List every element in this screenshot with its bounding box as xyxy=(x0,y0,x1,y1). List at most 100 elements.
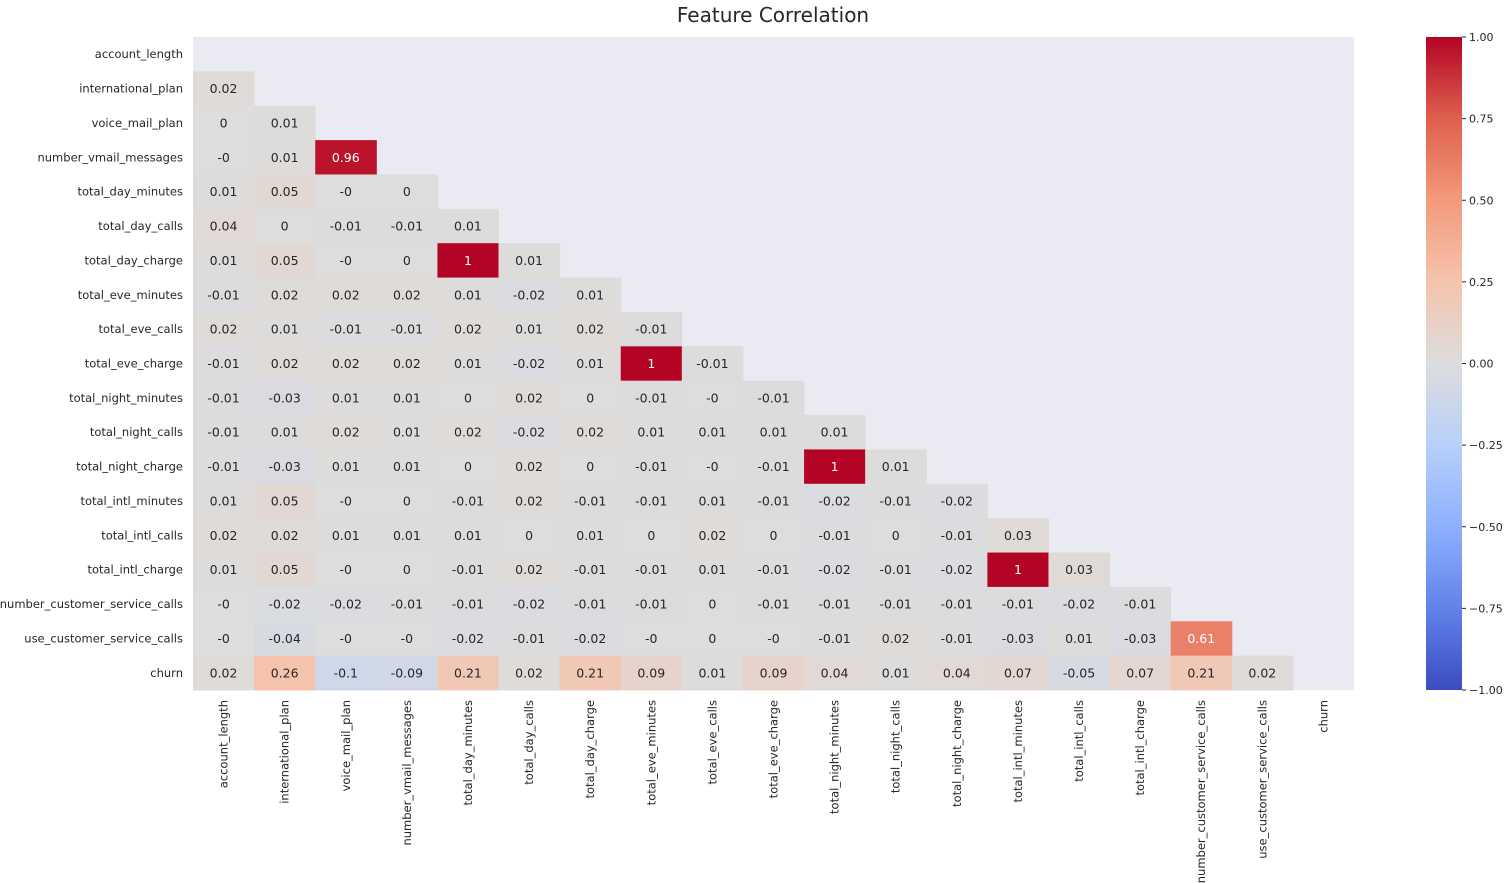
cell-value-label: 0 xyxy=(708,597,716,612)
cell-value-label: -0 xyxy=(340,631,353,646)
cell-value-label: -0 xyxy=(706,459,719,474)
heatmap-cell xyxy=(681,586,744,622)
cell-value-label: 0.02 xyxy=(454,425,482,440)
cell-value-label: 0.21 xyxy=(454,665,482,680)
cell-value-label: -0.01 xyxy=(330,322,362,337)
heatmap-cell xyxy=(254,277,316,313)
cell-value-label: -0.01 xyxy=(635,493,667,508)
heatmap-cell xyxy=(1109,586,1172,622)
heatmap-cell xyxy=(1109,655,1172,691)
cell-value-label: -0 xyxy=(217,150,230,165)
cell-value-label: -0.01 xyxy=(513,631,545,646)
chart-title: Feature Correlation xyxy=(677,3,869,27)
heatmap-cell xyxy=(315,277,377,313)
cell-value-label: 0.26 xyxy=(271,665,299,680)
heatmap-cell xyxy=(376,518,438,554)
heatmap-cell xyxy=(315,552,377,588)
heatmap-cell xyxy=(681,346,744,382)
heatmap-cell xyxy=(376,380,438,416)
cell-value-label: 0.21 xyxy=(1187,665,1215,680)
y-tick-total-intl-calls: total_intl_calls xyxy=(101,528,183,542)
cell-value-label: -0.01 xyxy=(635,597,667,612)
colorbar xyxy=(1426,37,1462,690)
cell-value-label: -0.01 xyxy=(880,562,912,577)
cell-value-label: 0.01 xyxy=(515,253,543,268)
colorbar-tick-label: −0.50 xyxy=(1469,521,1503,534)
heatmap-cell xyxy=(559,655,622,691)
cell-value-label: 0.01 xyxy=(332,390,360,405)
cell-value-label: -0.01 xyxy=(574,597,606,612)
cell-value-label: 0.01 xyxy=(515,322,543,337)
cell-value-label: 0.21 xyxy=(576,665,604,680)
cell-value-label: 0 xyxy=(892,528,900,543)
heatmap-cell xyxy=(865,655,927,691)
x-tick-total-day-charge: total_day_charge xyxy=(583,700,597,799)
cell-value-label: -0.02 xyxy=(513,425,545,440)
heatmap-cell xyxy=(254,483,316,519)
cell-value-label: 0.07 xyxy=(1004,665,1032,680)
cell-value-label: 0.05 xyxy=(271,493,299,508)
heatmap-cell xyxy=(193,311,255,347)
y-tick-total-night-charge: total_night_charge xyxy=(76,460,183,474)
y-tick-voice-mail-plan: voice_mail_plan xyxy=(92,116,183,130)
colorbar-tick-label: −0.75 xyxy=(1469,602,1503,615)
heatmap-cell xyxy=(437,415,500,450)
cell-value-label: 1 xyxy=(464,253,472,268)
heatmap-cell xyxy=(987,552,1049,588)
heatmap-cell xyxy=(437,243,500,279)
heatmap-cell xyxy=(926,621,988,657)
cell-value-label: 0.02 xyxy=(210,81,238,96)
cell-value-label: 0.01 xyxy=(393,425,421,440)
heatmap-cell xyxy=(498,311,561,347)
heatmap-cell xyxy=(987,586,1049,622)
cell-value-label: 0.03 xyxy=(1004,528,1032,543)
heatmap-cell xyxy=(742,586,805,622)
x-axis-tick-labels: account_length international_plan voice_ma… xyxy=(217,700,1331,883)
cell-value-label: -0.01 xyxy=(207,459,239,474)
cell-value-label: -0.1 xyxy=(334,665,358,680)
heatmap-cell xyxy=(437,552,500,588)
colorbar-tick-label: 0.75 xyxy=(1469,113,1494,126)
x-tick-voice-mail-plan: voice_mail_plan xyxy=(339,700,353,791)
heatmap-cell xyxy=(193,174,255,210)
cell-value-label: 0 xyxy=(525,528,533,543)
x-tick-account-length: account_length xyxy=(217,700,231,788)
cell-value-label: 0.07 xyxy=(1126,665,1154,680)
cell-value-label: 0.02 xyxy=(515,459,543,474)
heatmap-cell xyxy=(742,415,805,450)
cell-value-label: -0.01 xyxy=(207,390,239,405)
cell-value-label: -0.01 xyxy=(330,219,362,234)
x-tick-total-night-minutes: total_night_minutes xyxy=(828,700,842,814)
cell-value-label: 0 xyxy=(586,390,594,405)
cell-value-label: 0.02 xyxy=(698,528,726,543)
cell-value-label: 0.02 xyxy=(332,287,360,302)
heatmap-cell xyxy=(254,552,316,588)
cell-value-label: -0 xyxy=(217,631,230,646)
cell-value-label: 0.01 xyxy=(210,253,238,268)
heatmap-cell xyxy=(376,346,438,382)
cell-value-label: 0.01 xyxy=(332,459,360,474)
heatmap-cell xyxy=(254,243,316,279)
heatmap-cell xyxy=(315,311,377,347)
heatmap-cell xyxy=(254,518,316,554)
heatmap-cell xyxy=(865,621,927,657)
heatmap-cell xyxy=(620,621,683,657)
cell-value-label: -0.01 xyxy=(941,597,973,612)
heatmap-cell xyxy=(620,449,683,485)
heatmap-cell xyxy=(193,483,255,519)
heatmap-cell xyxy=(193,105,255,141)
heatmap-cell xyxy=(376,243,438,279)
heatmap-cell xyxy=(742,552,805,588)
heatmap-cell xyxy=(681,655,744,691)
cell-value-label: 0.09 xyxy=(760,665,788,680)
heatmap-cell xyxy=(193,449,255,485)
heatmap-cell xyxy=(376,174,438,210)
heatmap-cell xyxy=(315,346,377,382)
heatmap-cell xyxy=(559,518,622,554)
cell-value-label: -0.01 xyxy=(635,322,667,337)
x-tick-total-intl-calls: total_intl_calls xyxy=(1072,700,1086,782)
heatmap-cell xyxy=(315,140,377,175)
heatmap-cell xyxy=(254,586,316,622)
cell-value-label: 0.05 xyxy=(271,562,299,577)
x-tick-total-night-calls: total_night_calls xyxy=(889,700,903,793)
